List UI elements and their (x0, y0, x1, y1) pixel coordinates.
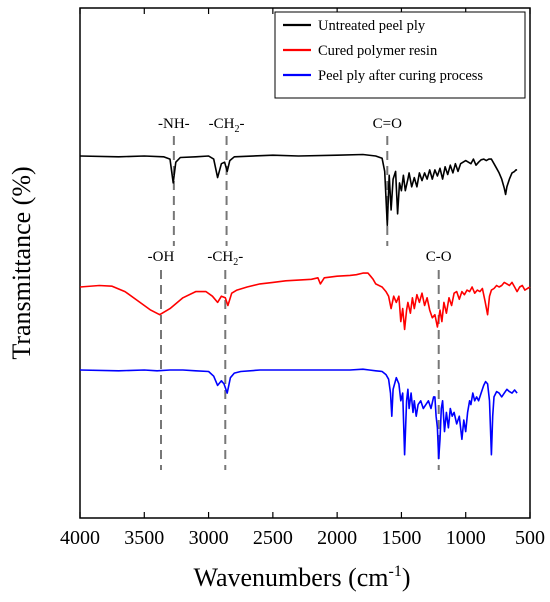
annotation-guides (160, 136, 440, 470)
series-line-1 (79, 272, 531, 331)
x-tick-label: 1500 (381, 527, 421, 549)
plot-frame (79, 7, 531, 519)
x-tick-label: 500 (515, 527, 545, 549)
x-tick-label: 4000 (60, 527, 100, 549)
annotation-labels: -NH- -CH2- C=O -OH -CH2- C-O (148, 116, 452, 268)
x-tick-label: 3000 (189, 527, 229, 549)
annotation-label: -CH2- (209, 116, 245, 135)
legend-label-1: Cured polymer resin (318, 43, 438, 59)
x-tick-label: 1000 (446, 527, 486, 549)
x-axis-label: Wavenumbers (cm-1) (194, 563, 411, 592)
x-axis-label-close: ) (402, 563, 411, 592)
x-axis-label-unit-sup: -1 (389, 563, 402, 580)
legend-label-2: Peel ply after curing process (318, 68, 483, 84)
y-axis-label: Transmittance (%) (7, 166, 36, 359)
x-axis-label-main: Wavenumbers (cm (194, 563, 389, 592)
x-tick-label: 3500 (124, 527, 164, 549)
annotation-label: -OH (148, 249, 175, 265)
series-layer (79, 153, 531, 460)
legend-box (274, 11, 526, 99)
x-tick-label: 2500 (253, 527, 293, 549)
annotation-label: -NH- (158, 116, 190, 132)
series-line-2 (79, 368, 518, 460)
x-axis: 4000 3500 3000 2500 2000 1500 1000 500 (60, 8, 545, 549)
legend: Untreated peel ply Cured polymer resin Pee… (274, 11, 526, 99)
series-line-0 (79, 153, 518, 227)
annotation-label: -CH2- (207, 249, 243, 268)
annotation-label: C=O (373, 116, 402, 132)
annotation-label: C-O (426, 249, 452, 265)
x-tick-label: 2000 (317, 527, 357, 549)
legend-label-0: Untreated peel ply (318, 18, 426, 34)
